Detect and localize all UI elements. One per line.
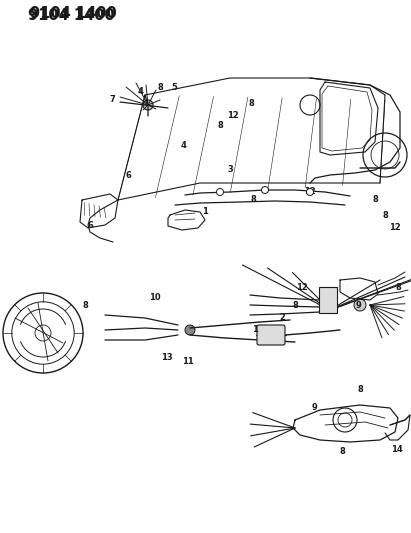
Text: 12: 12: [389, 223, 401, 232]
Text: 8: 8: [248, 100, 254, 109]
Text: 1: 1: [252, 326, 258, 335]
Text: 9104 1400: 9104 1400: [30, 6, 117, 21]
Text: 7: 7: [109, 95, 115, 104]
FancyBboxPatch shape: [319, 287, 337, 313]
Text: 6: 6: [87, 221, 93, 230]
Circle shape: [261, 187, 268, 193]
Text: 13: 13: [161, 353, 173, 362]
Text: 8: 8: [372, 196, 378, 205]
Text: 4: 4: [180, 141, 186, 150]
Text: 8: 8: [357, 385, 363, 394]
Circle shape: [143, 100, 153, 110]
Text: 5: 5: [171, 83, 177, 92]
Text: 8: 8: [382, 211, 388, 220]
Text: 10: 10: [149, 294, 161, 303]
Text: 3: 3: [227, 166, 233, 174]
Text: 8: 8: [82, 301, 88, 310]
Text: 8: 8: [292, 302, 298, 311]
Text: 2: 2: [279, 313, 285, 322]
Text: 11: 11: [182, 358, 194, 367]
Text: 8: 8: [339, 448, 345, 456]
Text: 8: 8: [395, 284, 401, 293]
Text: 8: 8: [217, 120, 223, 130]
Circle shape: [307, 189, 314, 196]
Text: 8: 8: [157, 84, 163, 93]
Text: 12: 12: [304, 188, 316, 197]
Text: 1: 1: [202, 207, 208, 216]
FancyBboxPatch shape: [257, 325, 285, 345]
Circle shape: [354, 299, 366, 311]
Text: 9: 9: [312, 403, 318, 413]
Text: 9: 9: [355, 301, 361, 310]
Text: 12: 12: [296, 284, 308, 293]
Text: 9104 1400: 9104 1400: [28, 7, 115, 22]
Circle shape: [217, 189, 224, 196]
Circle shape: [185, 325, 195, 335]
Text: 12: 12: [227, 110, 239, 119]
Text: 6: 6: [125, 172, 131, 181]
Text: 14: 14: [391, 446, 403, 455]
Text: 8: 8: [250, 196, 256, 205]
Text: 4: 4: [137, 86, 143, 95]
